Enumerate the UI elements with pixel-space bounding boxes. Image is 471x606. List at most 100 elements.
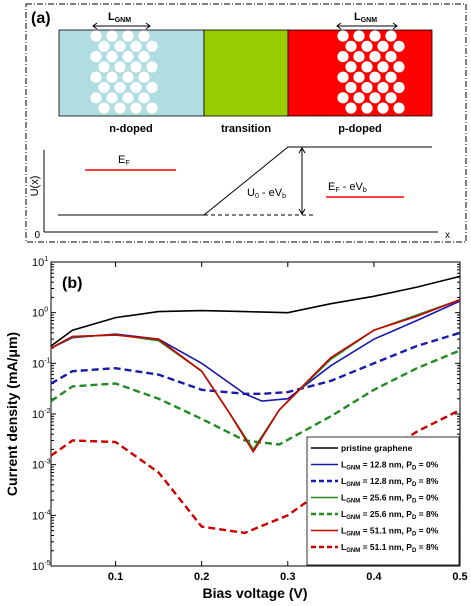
nanomesh-hole [385, 71, 397, 83]
x-tick-label: 0.2 [194, 571, 209, 583]
y-tick-label: 10-5 [32, 560, 51, 573]
nanomesh-hole [385, 92, 397, 104]
potential-profile [58, 146, 432, 216]
nanomesh-hole [130, 102, 142, 114]
legend-entry-3: LGNM = 25.6 nm, PD = 0% [341, 493, 439, 505]
fermi-left-label: EF [118, 154, 130, 167]
nanomesh-hole [130, 61, 142, 73]
nanomesh-holes-p [337, 30, 405, 114]
region-label-n-doped: n-doped [109, 123, 152, 135]
nanomesh-hole [114, 61, 126, 73]
nanomesh-hole [122, 30, 134, 42]
u0-arrow [298, 147, 306, 215]
nanomesh-hole [393, 81, 405, 94]
nanomesh-hole [90, 30, 102, 42]
nanomesh-hole [122, 51, 134, 63]
nanomesh-hole [138, 30, 150, 42]
x-axis-ticks: 0.1 0.2 0.3 0.4 0.5 [108, 262, 468, 583]
region-label-transition: transition [221, 123, 271, 135]
nanomesh-hole [90, 51, 102, 63]
lgnm-label-left: LGNM [108, 11, 131, 24]
nanomesh-hole [345, 102, 357, 114]
nanomesh-hole [337, 92, 349, 104]
nanomesh-hole [98, 40, 110, 52]
nanomesh-hole [377, 81, 389, 94]
y-tick-label: 10-3 [32, 459, 51, 472]
nanomesh-hole [377, 61, 389, 73]
nanomesh-hole [138, 51, 150, 63]
fermi-right-label: EF - eVb [328, 181, 367, 194]
nanomesh-hole [369, 51, 381, 63]
legend-entry-2: LGNM = 12.8 nm, PD = 8% [341, 476, 439, 488]
lgnm-arrow-right [336, 22, 398, 30]
nanomesh-hole [345, 81, 357, 94]
legend-box [306, 436, 460, 566]
nanomesh-hole [90, 71, 102, 83]
nanomesh-hole [98, 102, 110, 114]
y-tick-label: 10-1 [32, 357, 51, 370]
panel-a-frame [25, 3, 467, 243]
profile-x-label: x [445, 230, 450, 241]
nanomesh-hole [361, 40, 373, 52]
nanomesh-hole [353, 30, 365, 42]
nanomesh-hole [146, 81, 158, 94]
x-axis-label: Bias voltage (V) [202, 585, 307, 601]
y-tick-label: 10-2 [32, 408, 51, 421]
panel-a-label: (a) [31, 10, 51, 27]
nanomesh-hole [90, 92, 102, 104]
nanomesh-hole [377, 40, 389, 52]
y-tick-label: 101 [32, 256, 48, 269]
region-label-p-doped: p-doped [338, 123, 381, 135]
nanomesh-hole [122, 92, 134, 104]
nanomesh-hole [146, 102, 158, 114]
legend-entry-0: pristine graphene [341, 443, 413, 453]
legend-entry-5: LGNM = 51.1 nm, PD = 0% [341, 526, 439, 538]
nanomesh-hole [385, 30, 397, 42]
nanomesh-hole [369, 30, 381, 42]
lgnm-label-right: LGNM [354, 11, 377, 24]
panel-b-label: (b) [62, 275, 82, 292]
x-tick-label: 0.4 [366, 571, 382, 583]
x-tick-label: 0.5 [452, 571, 467, 583]
legend-entry-4: LGNM = 25.6 nm, PD = 8% [341, 509, 439, 521]
x-tick-label: 0.1 [108, 571, 123, 583]
series-line-0 [50, 275, 461, 347]
nanomesh-hole [369, 92, 381, 104]
nanomesh-hole [114, 40, 126, 52]
legend-entry-6: LGNM = 51.1 nm, PD = 8% [341, 542, 439, 554]
y-tick-label: 100 [32, 307, 48, 320]
series-line-2 [50, 331, 461, 395]
nanomesh-hole [393, 40, 405, 52]
nanomesh-hole [337, 51, 349, 63]
nanomesh-hole [337, 71, 349, 83]
nanomesh-hole [106, 71, 118, 83]
chart-series [50, 275, 461, 535]
nanomesh-hole [106, 51, 118, 63]
nanomesh-hole [98, 61, 110, 73]
lgnm-arrow-left [92, 22, 151, 30]
nanomesh-hole [393, 102, 405, 114]
nanomesh-hole [345, 61, 357, 73]
nanomesh-hole [106, 30, 118, 42]
nanomesh-hole [122, 71, 134, 83]
nanomesh-hole [353, 92, 365, 104]
nanomesh-holes-n [90, 30, 158, 114]
nanomesh-hole [130, 81, 142, 94]
y-axis-label: Current density (mA/μm) [4, 332, 20, 496]
nanomesh-hole [146, 40, 158, 52]
profile-y-label: U(x) [29, 176, 41, 197]
nanomesh-hole [138, 92, 150, 104]
nanomesh-hole [130, 40, 142, 52]
nanomesh-hole [393, 61, 405, 73]
nanomesh-hole [146, 61, 158, 73]
nanomesh-hole [98, 81, 110, 94]
nanomesh-hole [361, 81, 373, 94]
nanomesh-hole [345, 40, 357, 52]
nanomesh-hole [353, 51, 365, 63]
nanomesh-hole [385, 51, 397, 63]
panel-b: (b) 101 100 10-1 10-2 10-3 10-4 10-5 0.1 0.2 0.3… [4, 256, 468, 601]
nanomesh-hole [138, 71, 150, 83]
x-tick-label: 0.3 [280, 571, 295, 583]
nanomesh-hole [337, 30, 349, 42]
